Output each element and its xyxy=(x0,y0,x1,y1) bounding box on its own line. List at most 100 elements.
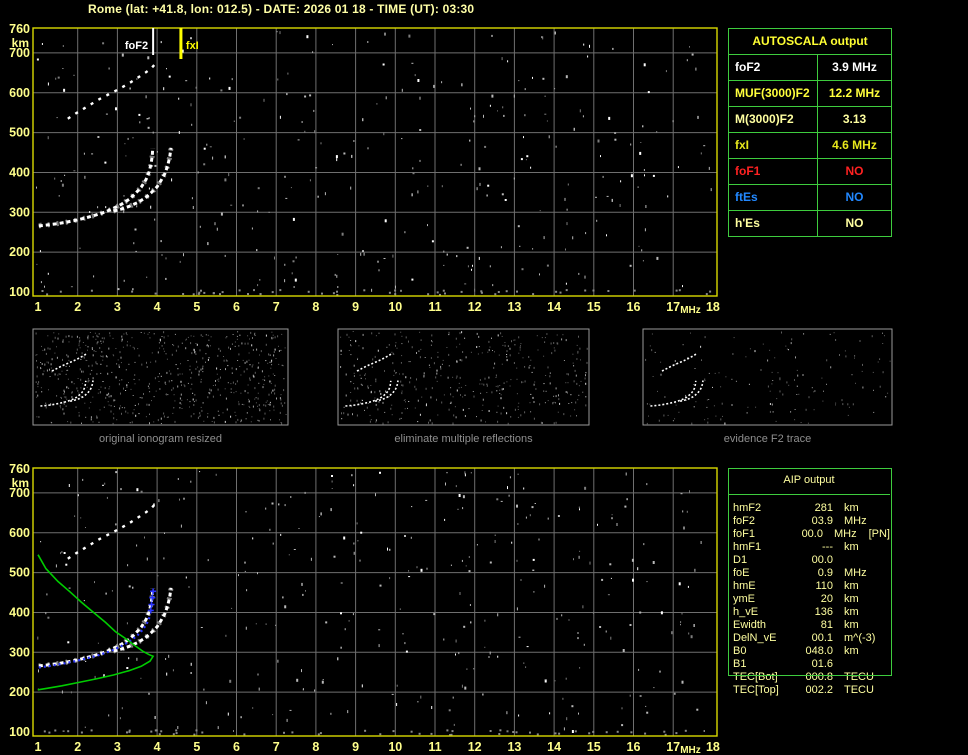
autoscala-row: ftEs NO xyxy=(729,185,891,211)
parameter-unit: km xyxy=(844,619,859,631)
parameter-label: D1 xyxy=(733,554,748,566)
parameter-unit: MHz xyxy=(844,567,867,579)
aip-row: B1 01.6 xyxy=(728,658,890,671)
thumbnail-caption: evidence F2 trace xyxy=(723,433,812,445)
aip-row: TEC[Top] 002.2 TECU xyxy=(728,684,890,697)
parameter-value: 136 xyxy=(814,606,833,618)
parameter-unit: MHz xyxy=(833,528,857,540)
autoscala-output-panel: AUTOSCALA output foF2 3.9 MHz MUF(3000)F2 1… xyxy=(728,28,892,237)
svg-text:15: 15 xyxy=(587,740,601,754)
svg-text:7: 7 xyxy=(273,740,280,754)
parameter-unit: km xyxy=(844,645,859,657)
svg-text:14: 14 xyxy=(547,740,561,754)
parameter-value: --- xyxy=(822,541,833,553)
parameter-value: 002.2 xyxy=(805,684,833,696)
f2_ordinary-halo xyxy=(38,588,156,669)
grid xyxy=(33,28,717,296)
svg-text:13: 13 xyxy=(507,300,521,314)
svg-text:8: 8 xyxy=(312,300,319,314)
svg-text:17: 17 xyxy=(666,300,680,314)
aip-row: DelN_vE 00.1 m^(-3) xyxy=(728,632,890,645)
parameter-label: fxI xyxy=(729,133,818,158)
parameter-unit: TECU xyxy=(844,671,874,683)
parameter-label: MUF(3000)F2 xyxy=(729,81,818,106)
second-reflection-trace xyxy=(67,64,156,120)
svg-text:2: 2 xyxy=(74,300,81,314)
svg-text:500: 500 xyxy=(9,566,30,580)
svg-text:400: 400 xyxy=(9,605,30,619)
parameter-value: 00.1 xyxy=(811,632,833,644)
autoscala-panel-header: AUTOSCALA output xyxy=(729,29,891,55)
svg-text:14: 14 xyxy=(547,300,561,314)
autoscala-row: fxI 4.6 MHz xyxy=(729,133,891,159)
thumbnail-1 xyxy=(337,328,590,426)
mini-f2-ordinary xyxy=(345,380,392,407)
thumbnail-2 xyxy=(642,328,893,426)
parameter-value: 3.9 MHz xyxy=(832,60,877,74)
parameter-label: TEC[Top] xyxy=(733,684,779,696)
svg-text:300: 300 xyxy=(9,645,30,659)
svg-text:700: 700 xyxy=(9,486,30,500)
parameter-value: 12.2 MHz xyxy=(828,86,881,100)
svg-text:11: 11 xyxy=(428,740,441,754)
svg-text:9: 9 xyxy=(352,300,359,314)
svg-text:100: 100 xyxy=(9,285,30,299)
f2-ordinary-trace xyxy=(38,588,155,668)
svg-text:400: 400 xyxy=(9,165,30,179)
fitted-trace-cross xyxy=(150,588,157,595)
aip-row: hmE 110 km xyxy=(728,580,890,593)
autoscala-row: foF1 NO xyxy=(729,159,891,185)
parameter-value: 000.8 xyxy=(805,671,833,683)
parameter-label: foE xyxy=(733,567,750,579)
parameter-unit: km xyxy=(844,606,859,618)
svg-text:200: 200 xyxy=(9,245,30,259)
f2-ordinary-trace xyxy=(38,148,155,228)
f2_extraordinary-halo xyxy=(112,147,174,214)
parameter-value: NO xyxy=(845,190,864,204)
svg-text:700: 700 xyxy=(9,46,30,60)
second-reflection-trace xyxy=(67,504,156,560)
svg-text:16: 16 xyxy=(627,300,641,314)
aip-row: Ewidth 81 km xyxy=(728,619,890,632)
aip-row: foE 0.9 MHz xyxy=(728,567,890,580)
svg-text:10: 10 xyxy=(388,740,402,754)
parameter-label: Ewidth xyxy=(733,619,767,631)
aip-row: B0 048.0 km xyxy=(728,645,890,658)
parameter-value: NO xyxy=(845,216,864,230)
svg-text:12: 12 xyxy=(468,740,482,754)
fxi-marker-label: fxI xyxy=(186,40,199,52)
autoscala-row: foF2 3.9 MHz xyxy=(729,55,891,81)
parameter-label: h'Es xyxy=(729,211,818,236)
parameter-label: ymE xyxy=(733,593,755,605)
electron-density-profile xyxy=(37,554,155,691)
parameter-label: foF1 xyxy=(729,159,818,184)
svg-text:11: 11 xyxy=(428,300,441,314)
svg-text:4: 4 xyxy=(154,740,161,754)
f2_ordinary-halo xyxy=(38,148,156,229)
parameter-label: M(3000)F2 xyxy=(729,107,818,132)
parameter-value: 048.0 xyxy=(805,645,833,657)
svg-text:300: 300 xyxy=(9,205,30,219)
svg-text:8: 8 xyxy=(312,740,319,754)
mini-f2-ordinary xyxy=(40,380,87,407)
mini-second-reflection xyxy=(356,352,392,372)
aip-panel-header: AIP output xyxy=(783,474,835,486)
svg-text:200: 200 xyxy=(9,685,30,699)
y-axis-unit: km xyxy=(12,476,29,490)
svg-text:5: 5 xyxy=(193,300,200,314)
parameter-unit xyxy=(833,554,844,567)
parameter-value: 00.0 xyxy=(801,528,823,540)
autoscala-rows: foF2 3.9 MHz MUF(3000)F2 12.2 MHz M(3000)F2 3… xyxy=(729,55,891,236)
parameter-value: 4.6 MHz xyxy=(832,138,877,152)
parameter-label: h_vE xyxy=(733,606,759,618)
parameter-value: 00.0 xyxy=(811,554,833,566)
svg-text:10: 10 xyxy=(388,300,402,314)
svg-text:2: 2 xyxy=(74,740,81,754)
svg-text:5: 5 xyxy=(193,740,200,754)
parameter-label: ftEs xyxy=(729,185,818,210)
parameter-unit: TECU xyxy=(844,684,874,696)
parameter-unit: km xyxy=(844,502,859,514)
fitted-trace-cross xyxy=(148,601,155,608)
